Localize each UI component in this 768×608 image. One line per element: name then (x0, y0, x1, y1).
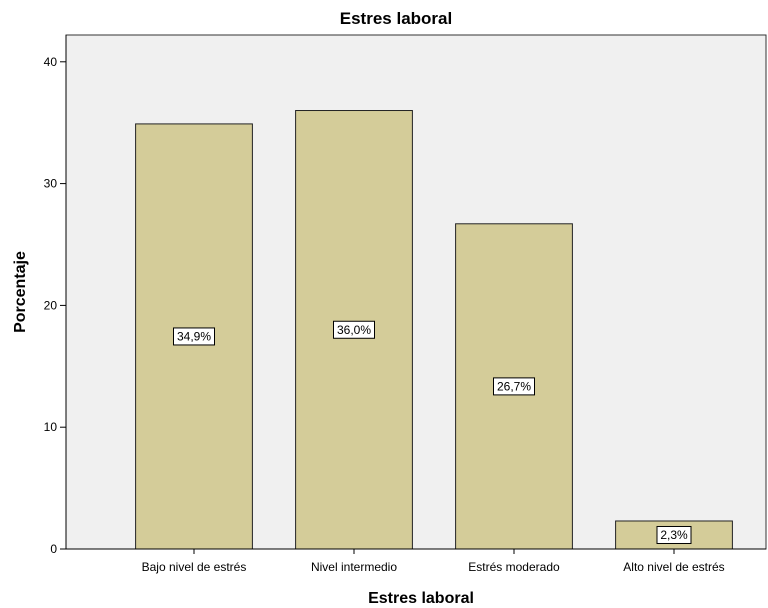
data-label-box (656, 525, 692, 544)
x-category-label: Estrés moderado (468, 560, 560, 574)
data-label: 34,9% (177, 329, 211, 343)
chart-title: Estres laboral (340, 9, 452, 28)
y-tick-label: 0 (50, 542, 57, 556)
x-axis-categories: Bajo nivel de estrés Nivel intermedio Estr… (142, 549, 725, 574)
y-axis-ticks: 0 10 20 30 40 (44, 55, 66, 556)
data-label-box (333, 320, 375, 339)
y-tick-label: 10 (44, 420, 58, 434)
data-label-box (493, 377, 535, 396)
bars: 34,9% 36,0% 26,7% 2,3% (135, 110, 733, 550)
data-label: 26,7% (497, 379, 531, 393)
x-category-label: Bajo nivel de estrés (142, 560, 247, 574)
y-tick-label: 20 (44, 298, 58, 312)
x-category-label: Nivel intermedio (311, 560, 397, 574)
y-tick-label: 40 (44, 55, 58, 69)
data-label: 2,3% (660, 528, 688, 542)
x-axis-label: Estres laboral (368, 590, 474, 607)
data-label-box (173, 327, 215, 346)
x-category-label: Alto nivel de estrés (623, 560, 724, 574)
data-label: 36,0% (337, 323, 371, 337)
y-tick-label: 30 (44, 177, 58, 191)
y-axis-label: Porcentaje (12, 251, 29, 333)
